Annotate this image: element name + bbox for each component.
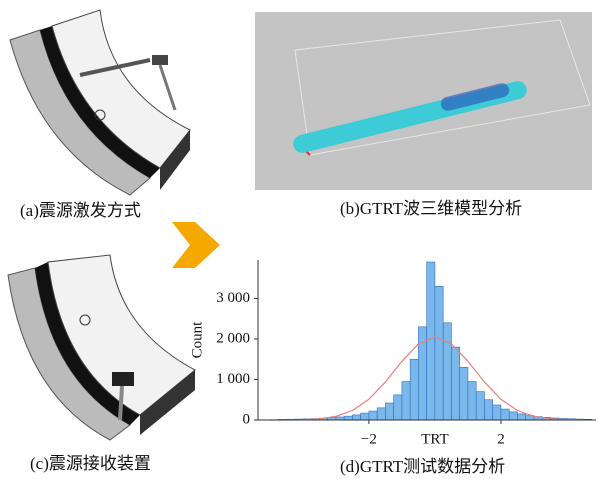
bar: [427, 262, 435, 420]
panel-caption: (c)震源接收装置: [30, 454, 151, 473]
bar: [344, 416, 352, 420]
panel-b-drawing: [255, 12, 592, 190]
bar: [443, 323, 451, 420]
panel-caption: (d)GTRT测试数据分析: [340, 457, 505, 476]
bar: [402, 382, 410, 420]
x-axis-label: TRT: [421, 431, 448, 447]
bar: [509, 412, 517, 420]
histogram: TRT Count 0 1 000 2 000 3 000 −2 2: [189, 260, 596, 447]
bar: [484, 400, 492, 420]
arrow: [172, 222, 220, 268]
bar: [410, 359, 418, 420]
y-tick-label: 1 000: [216, 371, 250, 387]
y-tick-label: 2 000: [216, 330, 250, 346]
y-axis-label: Count: [189, 321, 205, 359]
bar: [369, 411, 377, 420]
bar: [352, 415, 360, 420]
bar: [451, 347, 459, 420]
bar: [517, 414, 525, 420]
figure: (a)震源激发方式 (b)GTRT波三维模型分析 (c)震源接收装置 (d)GT…: [0, 0, 598, 479]
x-tick-label: 2: [497, 431, 505, 447]
y-tick-label: 3 000: [216, 290, 250, 306]
bar: [493, 405, 501, 420]
bar: [476, 392, 484, 420]
bar: [460, 367, 468, 420]
bar: [385, 403, 393, 420]
panel-caption: (b)GTRT波三维模型分析: [340, 199, 522, 218]
bar: [468, 382, 476, 420]
x-tick-label: −2: [361, 431, 377, 447]
bar: [394, 395, 402, 420]
bar: [501, 409, 509, 420]
bar: [361, 413, 369, 420]
y-tick-label: 0: [243, 411, 251, 427]
bar: [435, 286, 443, 420]
panel-c-drawing: [8, 255, 195, 440]
panel-caption: (a)震源激发方式: [20, 201, 141, 220]
panel-a-drawing: [10, 10, 190, 195]
bar: [377, 408, 385, 420]
